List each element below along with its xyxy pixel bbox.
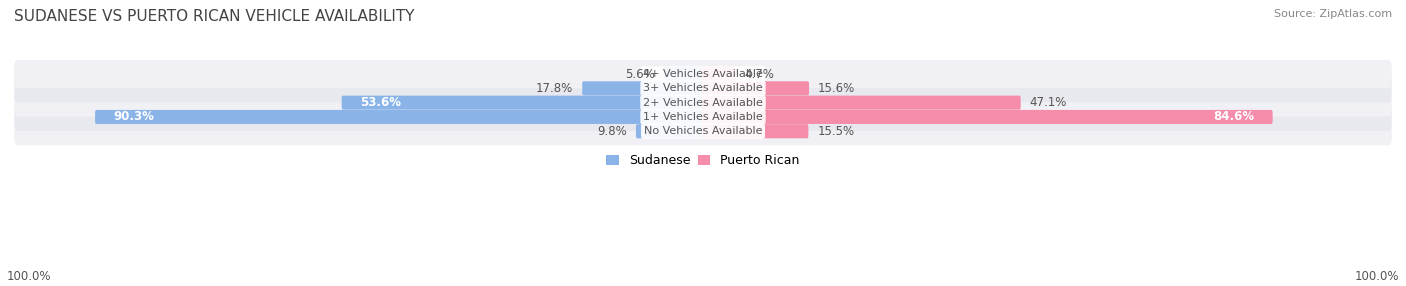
- FancyBboxPatch shape: [582, 81, 704, 95]
- FancyBboxPatch shape: [14, 89, 1392, 117]
- FancyBboxPatch shape: [14, 60, 1392, 88]
- FancyBboxPatch shape: [702, 81, 808, 95]
- Text: 100.0%: 100.0%: [1354, 270, 1399, 283]
- Text: 1+ Vehicles Available: 1+ Vehicles Available: [643, 112, 763, 122]
- Text: 90.3%: 90.3%: [112, 110, 153, 124]
- Text: 100.0%: 100.0%: [7, 270, 52, 283]
- Text: 17.8%: 17.8%: [536, 82, 574, 95]
- FancyBboxPatch shape: [702, 110, 1272, 124]
- Text: 53.6%: 53.6%: [360, 96, 401, 109]
- Text: 4+ Vehicles Available: 4+ Vehicles Available: [643, 69, 763, 79]
- FancyBboxPatch shape: [702, 67, 735, 81]
- Text: 84.6%: 84.6%: [1213, 110, 1254, 124]
- Text: 47.1%: 47.1%: [1029, 96, 1067, 109]
- Text: 5.6%: 5.6%: [626, 67, 655, 80]
- Text: 9.8%: 9.8%: [598, 125, 627, 138]
- Text: SUDANESE VS PUERTO RICAN VEHICLE AVAILABILITY: SUDANESE VS PUERTO RICAN VEHICLE AVAILAB…: [14, 9, 415, 23]
- Text: Source: ZipAtlas.com: Source: ZipAtlas.com: [1274, 9, 1392, 19]
- Text: 2+ Vehicles Available: 2+ Vehicles Available: [643, 98, 763, 108]
- Legend: Sudanese, Puerto Rican: Sudanese, Puerto Rican: [602, 149, 804, 172]
- FancyBboxPatch shape: [664, 67, 704, 81]
- FancyBboxPatch shape: [702, 124, 808, 138]
- FancyBboxPatch shape: [14, 103, 1392, 131]
- FancyBboxPatch shape: [702, 96, 1021, 110]
- FancyBboxPatch shape: [96, 110, 704, 124]
- Text: 15.6%: 15.6%: [818, 82, 855, 95]
- Text: No Vehicles Available: No Vehicles Available: [644, 126, 762, 136]
- Text: 4.7%: 4.7%: [745, 67, 775, 80]
- FancyBboxPatch shape: [14, 117, 1392, 145]
- Text: 3+ Vehicles Available: 3+ Vehicles Available: [643, 83, 763, 93]
- Text: 15.5%: 15.5%: [817, 125, 855, 138]
- FancyBboxPatch shape: [14, 74, 1392, 102]
- FancyBboxPatch shape: [342, 96, 704, 110]
- FancyBboxPatch shape: [636, 124, 704, 138]
